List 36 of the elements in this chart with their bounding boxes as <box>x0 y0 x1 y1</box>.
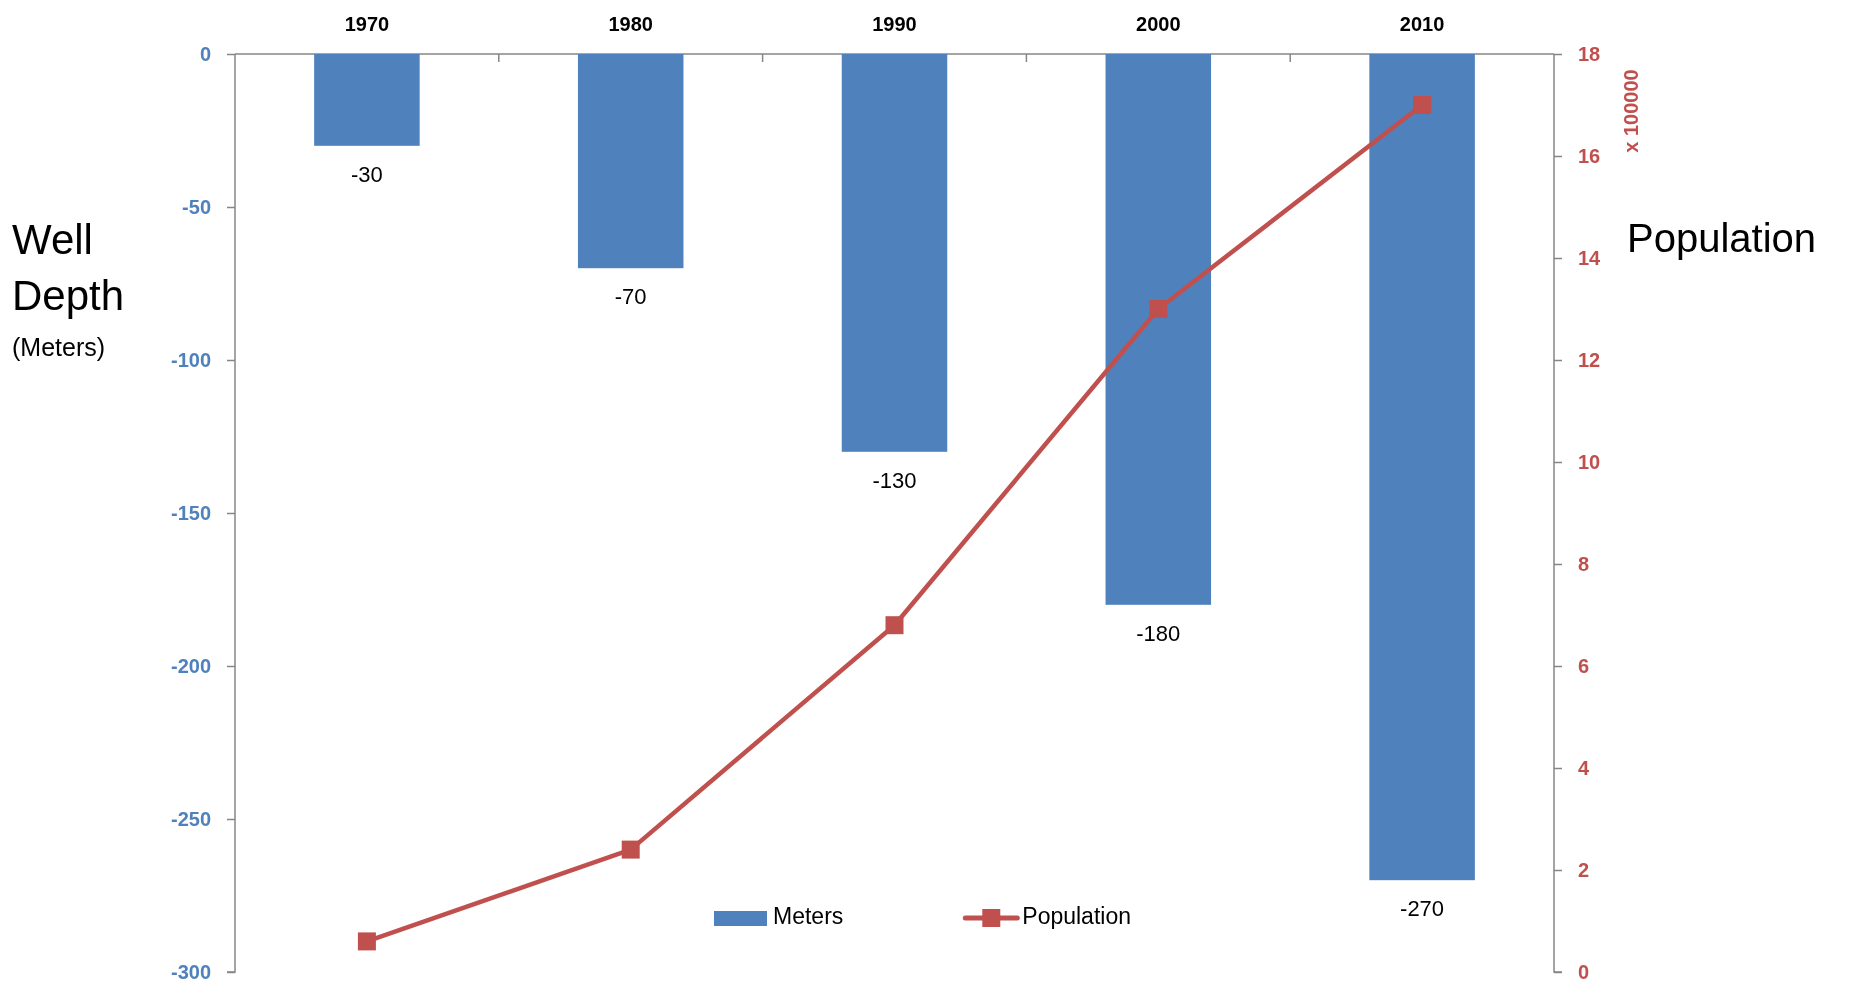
point <box>1149 300 1168 318</box>
legend-label: Meters <box>773 903 844 930</box>
y-tick-label: -250 <box>170 807 211 830</box>
data-label: -70 <box>614 284 647 310</box>
y2-tick-label: 4 <box>1578 756 1590 779</box>
x-tick-label: 2000 <box>1136 13 1181 35</box>
x-tick-label: 1980 <box>608 13 653 35</box>
x-tick-label: 1990 <box>872 13 917 35</box>
y-tick-label: 0 <box>199 42 211 65</box>
y-tick-label: -200 <box>170 654 211 677</box>
text: x 100000 <box>1620 69 1642 153</box>
x-tick-label: 1970 <box>344 13 390 35</box>
y2-tick-label: 16 <box>1578 144 1601 167</box>
y2-tick-label: 8 <box>1578 552 1590 575</box>
point <box>621 840 640 859</box>
x-tick-label: 2010 <box>1399 13 1445 35</box>
y-tick-label: -50 <box>182 195 211 218</box>
y2-tick-label: 2 <box>1578 858 1590 881</box>
y2-tick-label: 14 <box>1578 246 1602 269</box>
y-tick-label: -300 <box>170 960 211 983</box>
y2-tick-label: 6 <box>1578 654 1590 677</box>
y2-tick-label: 0 <box>1578 960 1590 983</box>
y2-tick-label: 10 <box>1578 450 1601 473</box>
data-label: -30 <box>351 161 383 187</box>
point <box>1413 96 1432 114</box>
y2-axis-title: Population <box>1627 216 1817 260</box>
y-tick-label: -100 <box>170 348 211 371</box>
point <box>885 616 904 635</box>
data-label: -180 <box>1136 620 1181 646</box>
point <box>357 932 376 951</box>
y2-tick-label: 18 <box>1578 42 1601 65</box>
y2-tick-label: 12 <box>1578 348 1601 371</box>
legend-label: Population <box>1022 903 1131 930</box>
data-label: -270 <box>1400 896 1445 922</box>
y-tick-label: -150 <box>170 501 211 524</box>
data-label: -130 <box>872 467 917 493</box>
